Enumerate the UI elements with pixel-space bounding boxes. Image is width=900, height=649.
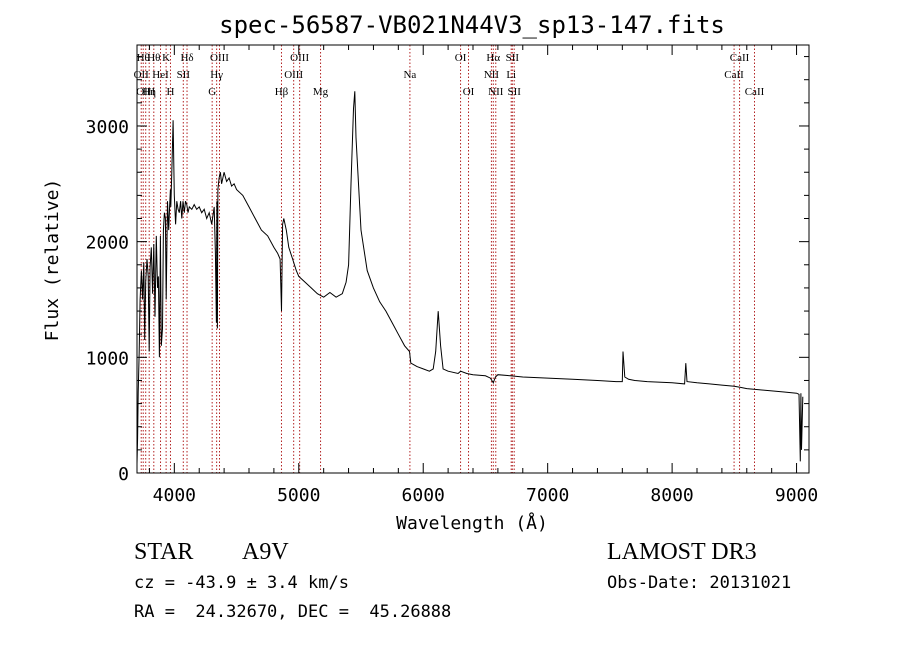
line-label: CaII: [724, 69, 744, 81]
line-label: Hβ: [275, 86, 289, 98]
x-tick-label: 9000: [775, 485, 818, 506]
line-label: Li: [506, 69, 516, 81]
x-tick-label: 6000: [402, 485, 445, 506]
line-label: Hδ: [180, 52, 193, 64]
line-label: SII: [177, 69, 191, 81]
chart-title: spec-56587-VB021N44V3_sp13-147.fits: [219, 11, 725, 39]
line-label: Hη: [142, 86, 156, 98]
x-tick-label: 4000: [153, 485, 196, 506]
line-label: K: [162, 52, 170, 64]
line-label: HeI: [152, 69, 169, 81]
spectrum-series-line: [136, 91, 804, 464]
line-label: Hα: [486, 52, 500, 64]
line-label: OIII: [136, 86, 155, 98]
observation-date: Obs-Date: 20131021: [607, 573, 792, 593]
plot-frame: [136, 44, 810, 474]
line-label: Hθ: [147, 52, 160, 64]
object-class: STAR: [134, 539, 194, 565]
line-label: Hγ: [210, 69, 223, 81]
survey-name: LAMOST DR3: [607, 539, 757, 565]
line-label: OIII: [290, 52, 309, 64]
x-tick-label: 5000: [277, 485, 320, 506]
x-tick-label: 8000: [650, 485, 693, 506]
line-label: Mg: [313, 86, 329, 98]
line-label: Hθ: [137, 52, 150, 64]
y-tick-label: 1000: [86, 348, 129, 369]
line-label: OIII: [210, 52, 229, 64]
y-axis: 0 1000 2000 3000: [86, 56, 809, 485]
y-tick-label: 2000: [86, 233, 129, 254]
y-tick-label: 0: [118, 464, 129, 485]
spectral-line-markers: [140, 45, 755, 473]
line-label: NII: [484, 69, 500, 81]
x-axis-label: Wavelength (Å): [396, 512, 548, 534]
x-axis: 4000 5000 6000 7000 8000 9000: [148, 45, 818, 506]
line-label: H: [166, 86, 174, 98]
line-label: Na: [403, 69, 416, 81]
line-label: OI: [455, 52, 467, 64]
spectral-line-labels: OIIHθOIIIHηHθHeIKHSIIHδGHγOIIIHβOIIIOIII…: [134, 52, 765, 98]
object-subclass: A9V: [242, 539, 289, 565]
ra-dec-coordinates: RA = 24.32670, DEC = 45.26888: [134, 602, 452, 622]
line-label: G: [208, 86, 216, 98]
line-label: OII: [134, 69, 150, 81]
line-label: CaII: [745, 86, 765, 98]
line-label: SII: [507, 86, 521, 98]
line-label: OIII: [284, 69, 303, 81]
redshift-velocity: cz = -43.9 ± 3.4 km/s: [134, 573, 349, 593]
line-label: OI: [463, 86, 475, 98]
y-axis-label: Flux (relative): [42, 179, 63, 342]
line-label: SII: [506, 52, 520, 64]
line-label: NII: [488, 86, 504, 98]
y-tick-label: 3000: [86, 117, 129, 138]
x-tick-label: 7000: [526, 485, 569, 506]
line-label: CaII: [730, 52, 750, 64]
